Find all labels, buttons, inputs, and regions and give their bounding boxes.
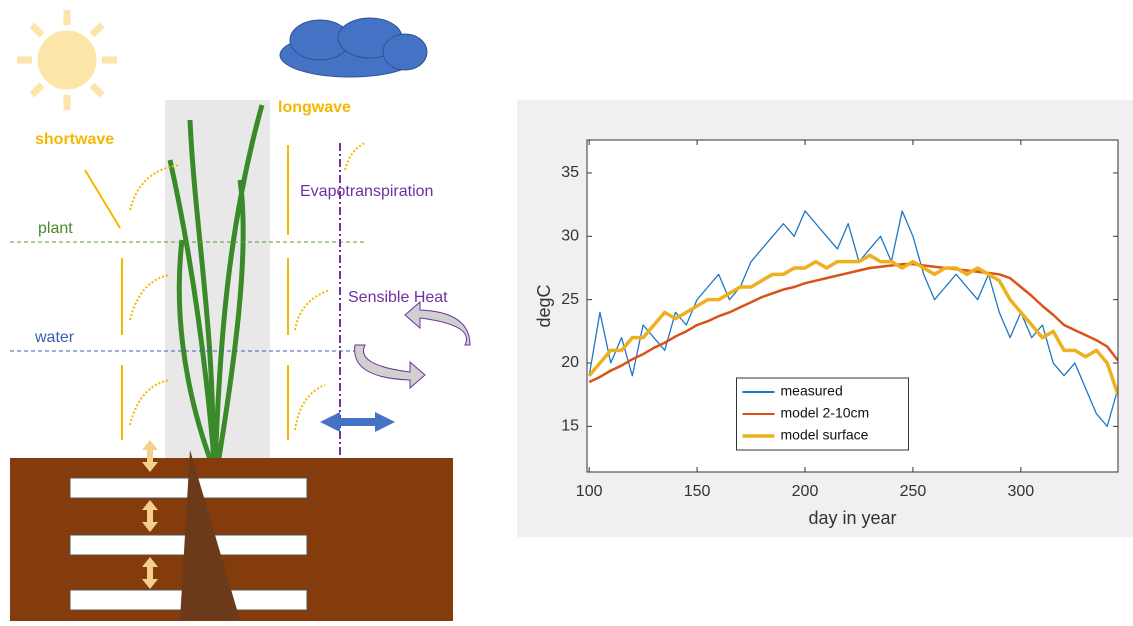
x-axis-label: day in year xyxy=(808,508,896,528)
series-line xyxy=(588,262,1118,384)
x-tick-label: 100 xyxy=(576,483,603,500)
y-tick-label: 30 xyxy=(561,228,579,245)
exchange-arrow xyxy=(320,412,395,432)
y-tick-label: 25 xyxy=(561,291,579,308)
plant xyxy=(167,104,265,471)
plant-label: plant xyxy=(38,220,73,237)
x-tick-label: 150 xyxy=(684,483,711,500)
y-tick-label: 15 xyxy=(561,418,579,435)
sensible-heat-label: Sensible Heat xyxy=(348,289,448,306)
flux-arrows xyxy=(84,142,366,440)
cloud xyxy=(279,17,428,78)
x-tick-label: 250 xyxy=(900,483,927,500)
legend-label: model 2-10cm xyxy=(781,405,870,421)
y-tick-label: 35 xyxy=(561,164,579,181)
layer-arrows xyxy=(142,440,158,589)
plot-frame xyxy=(586,139,1119,473)
y-tick-label: 20 xyxy=(561,354,579,371)
y-axis-label: degC xyxy=(534,284,554,327)
legend-label: measured xyxy=(781,383,843,399)
heat-swirl xyxy=(354,300,471,390)
roots xyxy=(180,450,240,620)
x-tick-label: 200 xyxy=(792,483,819,500)
legend-label: model surface xyxy=(781,427,869,443)
sun xyxy=(17,10,117,110)
series-line xyxy=(588,210,1118,428)
et-label: Evapotranspiration xyxy=(300,183,433,200)
x-tick-label: 300 xyxy=(1008,483,1035,500)
shortwave-label: shortwave xyxy=(35,131,114,148)
longwave-label: longwave xyxy=(278,99,351,116)
water-label: water xyxy=(34,329,75,346)
series-line xyxy=(587,253,1118,396)
